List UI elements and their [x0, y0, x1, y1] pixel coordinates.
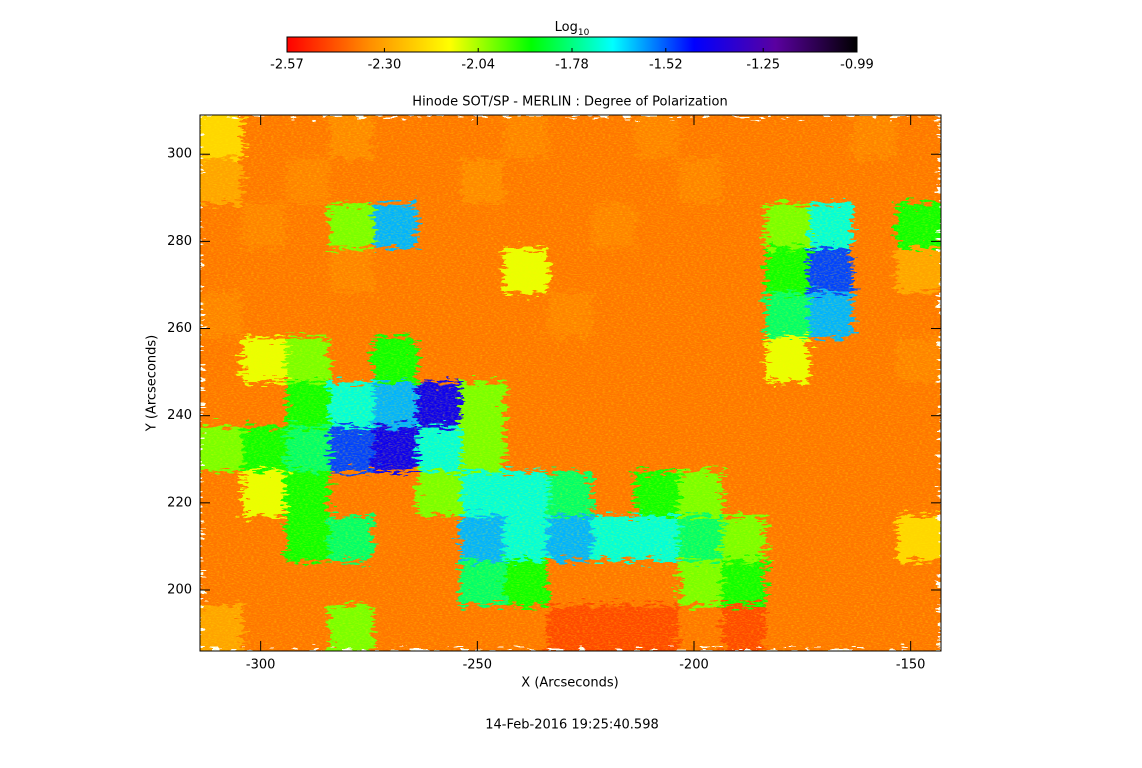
chart-title: Hinode SOT/SP - MERLIN : Degree of Polar… [412, 95, 727, 110]
timestamp: 14-Feb-2016 19:25:40.598 [485, 718, 659, 733]
y-tick-label: 280 [167, 234, 192, 249]
y-tick-label: 200 [167, 582, 192, 597]
colorbar-label: Log10 [555, 20, 590, 38]
y-axis-label: Y (Arcseconds) [145, 335, 160, 432]
y-tick-label: 240 [167, 408, 192, 423]
y-tick-label: 260 [167, 321, 192, 336]
x-axis-label: X (Arcseconds) [521, 676, 618, 691]
heatmap [200, 115, 941, 651]
colorbar-tick-label: -2.30 [368, 58, 402, 73]
colorbar-tick-label: -1.52 [649, 58, 683, 73]
x-tick-label: -300 [246, 658, 276, 673]
y-tick-label: 300 [167, 147, 192, 162]
colorbar-tick-label: -1.25 [746, 58, 780, 73]
y-tick-label: 220 [167, 495, 192, 510]
colorbar-tick-label: -2.04 [461, 58, 495, 73]
plot-frame [199, 114, 942, 652]
x-tick-label: -150 [896, 658, 926, 673]
x-tick-label: -200 [679, 658, 709, 673]
colorbar-tick-label: -1.78 [555, 58, 589, 73]
colorbar-tick-label: -2.57 [270, 58, 304, 73]
colorbar-tick-label: -0.99 [840, 58, 874, 73]
colorbar-label-base: Log [555, 20, 578, 35]
colorbar-label-sub: 10 [578, 28, 590, 38]
x-tick-label: -250 [463, 658, 493, 673]
texture [200, 115, 941, 651]
